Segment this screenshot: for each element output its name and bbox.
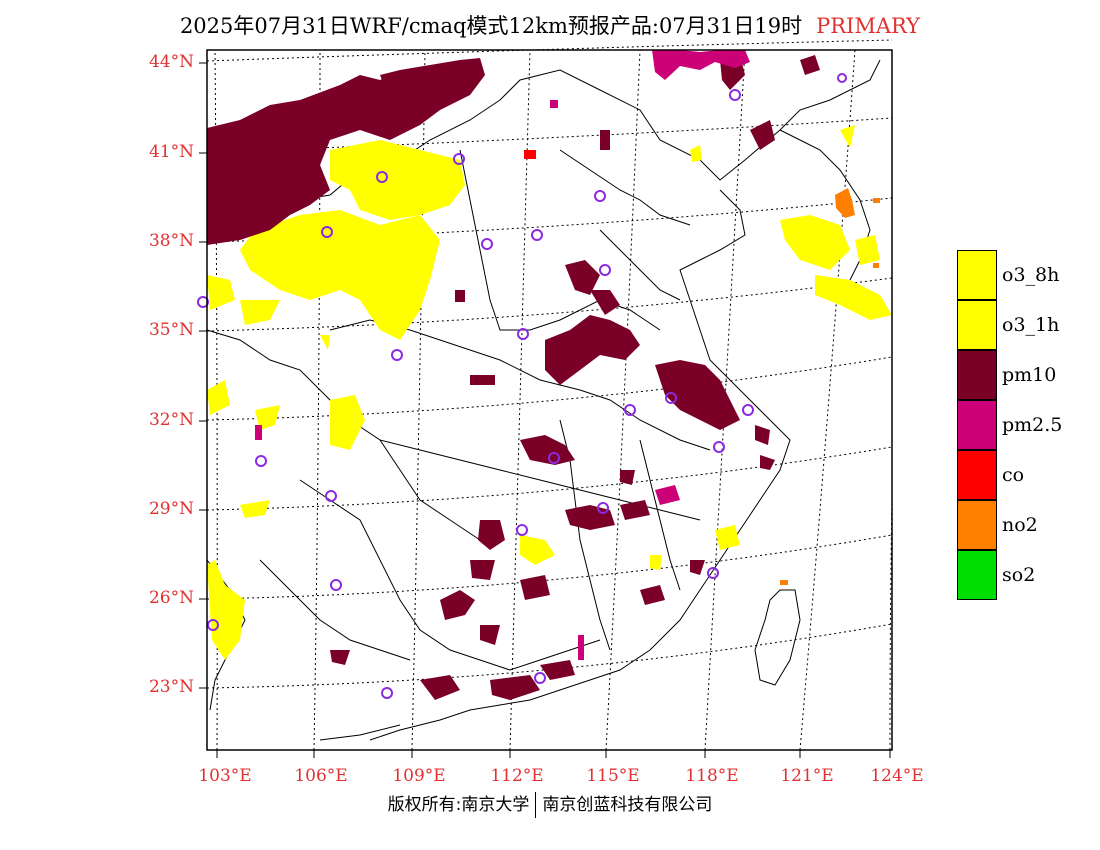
lon-label: 103°E (198, 766, 252, 786)
legend-swatch-so2 (957, 550, 997, 600)
legend-label-o3-1h: o3_1h (1002, 314, 1060, 336)
copyright-right: 南京创蓝科技有限公司 (542, 795, 713, 815)
lat-label: 44°N (148, 52, 194, 72)
lat-label: 35°N (148, 320, 194, 340)
lat-label: 29°N (148, 499, 194, 519)
lat-label: 26°N (148, 588, 194, 608)
city-markers (197, 73, 847, 699)
pm10-patches (207, 55, 820, 700)
legend-label-co: co (1002, 464, 1025, 486)
primary-tag: PRIMARY (816, 14, 921, 38)
no2-patches (780, 188, 880, 585)
legend-label-pm10: pm10 (1002, 364, 1057, 386)
map-frame (206, 49, 893, 751)
lat-label: 32°N (148, 410, 194, 430)
lon-label: 112°E (490, 766, 544, 786)
pm25-patches (255, 50, 750, 660)
footer-separator (535, 792, 537, 818)
legend-swatch-co (957, 450, 997, 500)
map-title: 2025年07月31日WRF/cmaq模式12km预报产品:07月31日19时 P… (0, 10, 1100, 40)
legend-swatch-o3-1h (957, 300, 997, 350)
axis-ticks (199, 62, 891, 758)
o3-patches (207, 125, 892, 660)
lat-label: 41°N (148, 142, 194, 162)
legend-label-no2: no2 (1002, 514, 1038, 536)
lon-label: 118°E (685, 766, 739, 786)
lon-label: 115°E (586, 766, 640, 786)
copyright-footer: 版权所有:南京大学 南京创蓝科技有限公司 (0, 790, 1100, 818)
legend-swatch-pm10 (957, 350, 997, 400)
legend-label-pm25: pm2.5 (1002, 414, 1063, 436)
legend-label-o3-8h: o3_8h (1002, 264, 1060, 286)
lon-label: 121°E (780, 766, 834, 786)
lon-label: 124°E (870, 766, 924, 786)
lon-label: 106°E (294, 766, 348, 786)
copyright-left: 版权所有:南京大学 (387, 795, 530, 815)
legend-label-so2: so2 (1002, 564, 1036, 586)
legend-swatch-pm25 (957, 400, 997, 450)
lon-label: 109°E (392, 766, 446, 786)
lat-label: 38°N (148, 231, 194, 251)
legend-swatch-no2 (957, 500, 997, 550)
title-text: 2025年07月31日WRF/cmaq模式12km预报产品:07月31日19时 (179, 14, 803, 38)
legend-swatch-o3-8h (957, 250, 997, 300)
co-patch (524, 150, 536, 159)
lat-label: 23°N (148, 677, 194, 697)
